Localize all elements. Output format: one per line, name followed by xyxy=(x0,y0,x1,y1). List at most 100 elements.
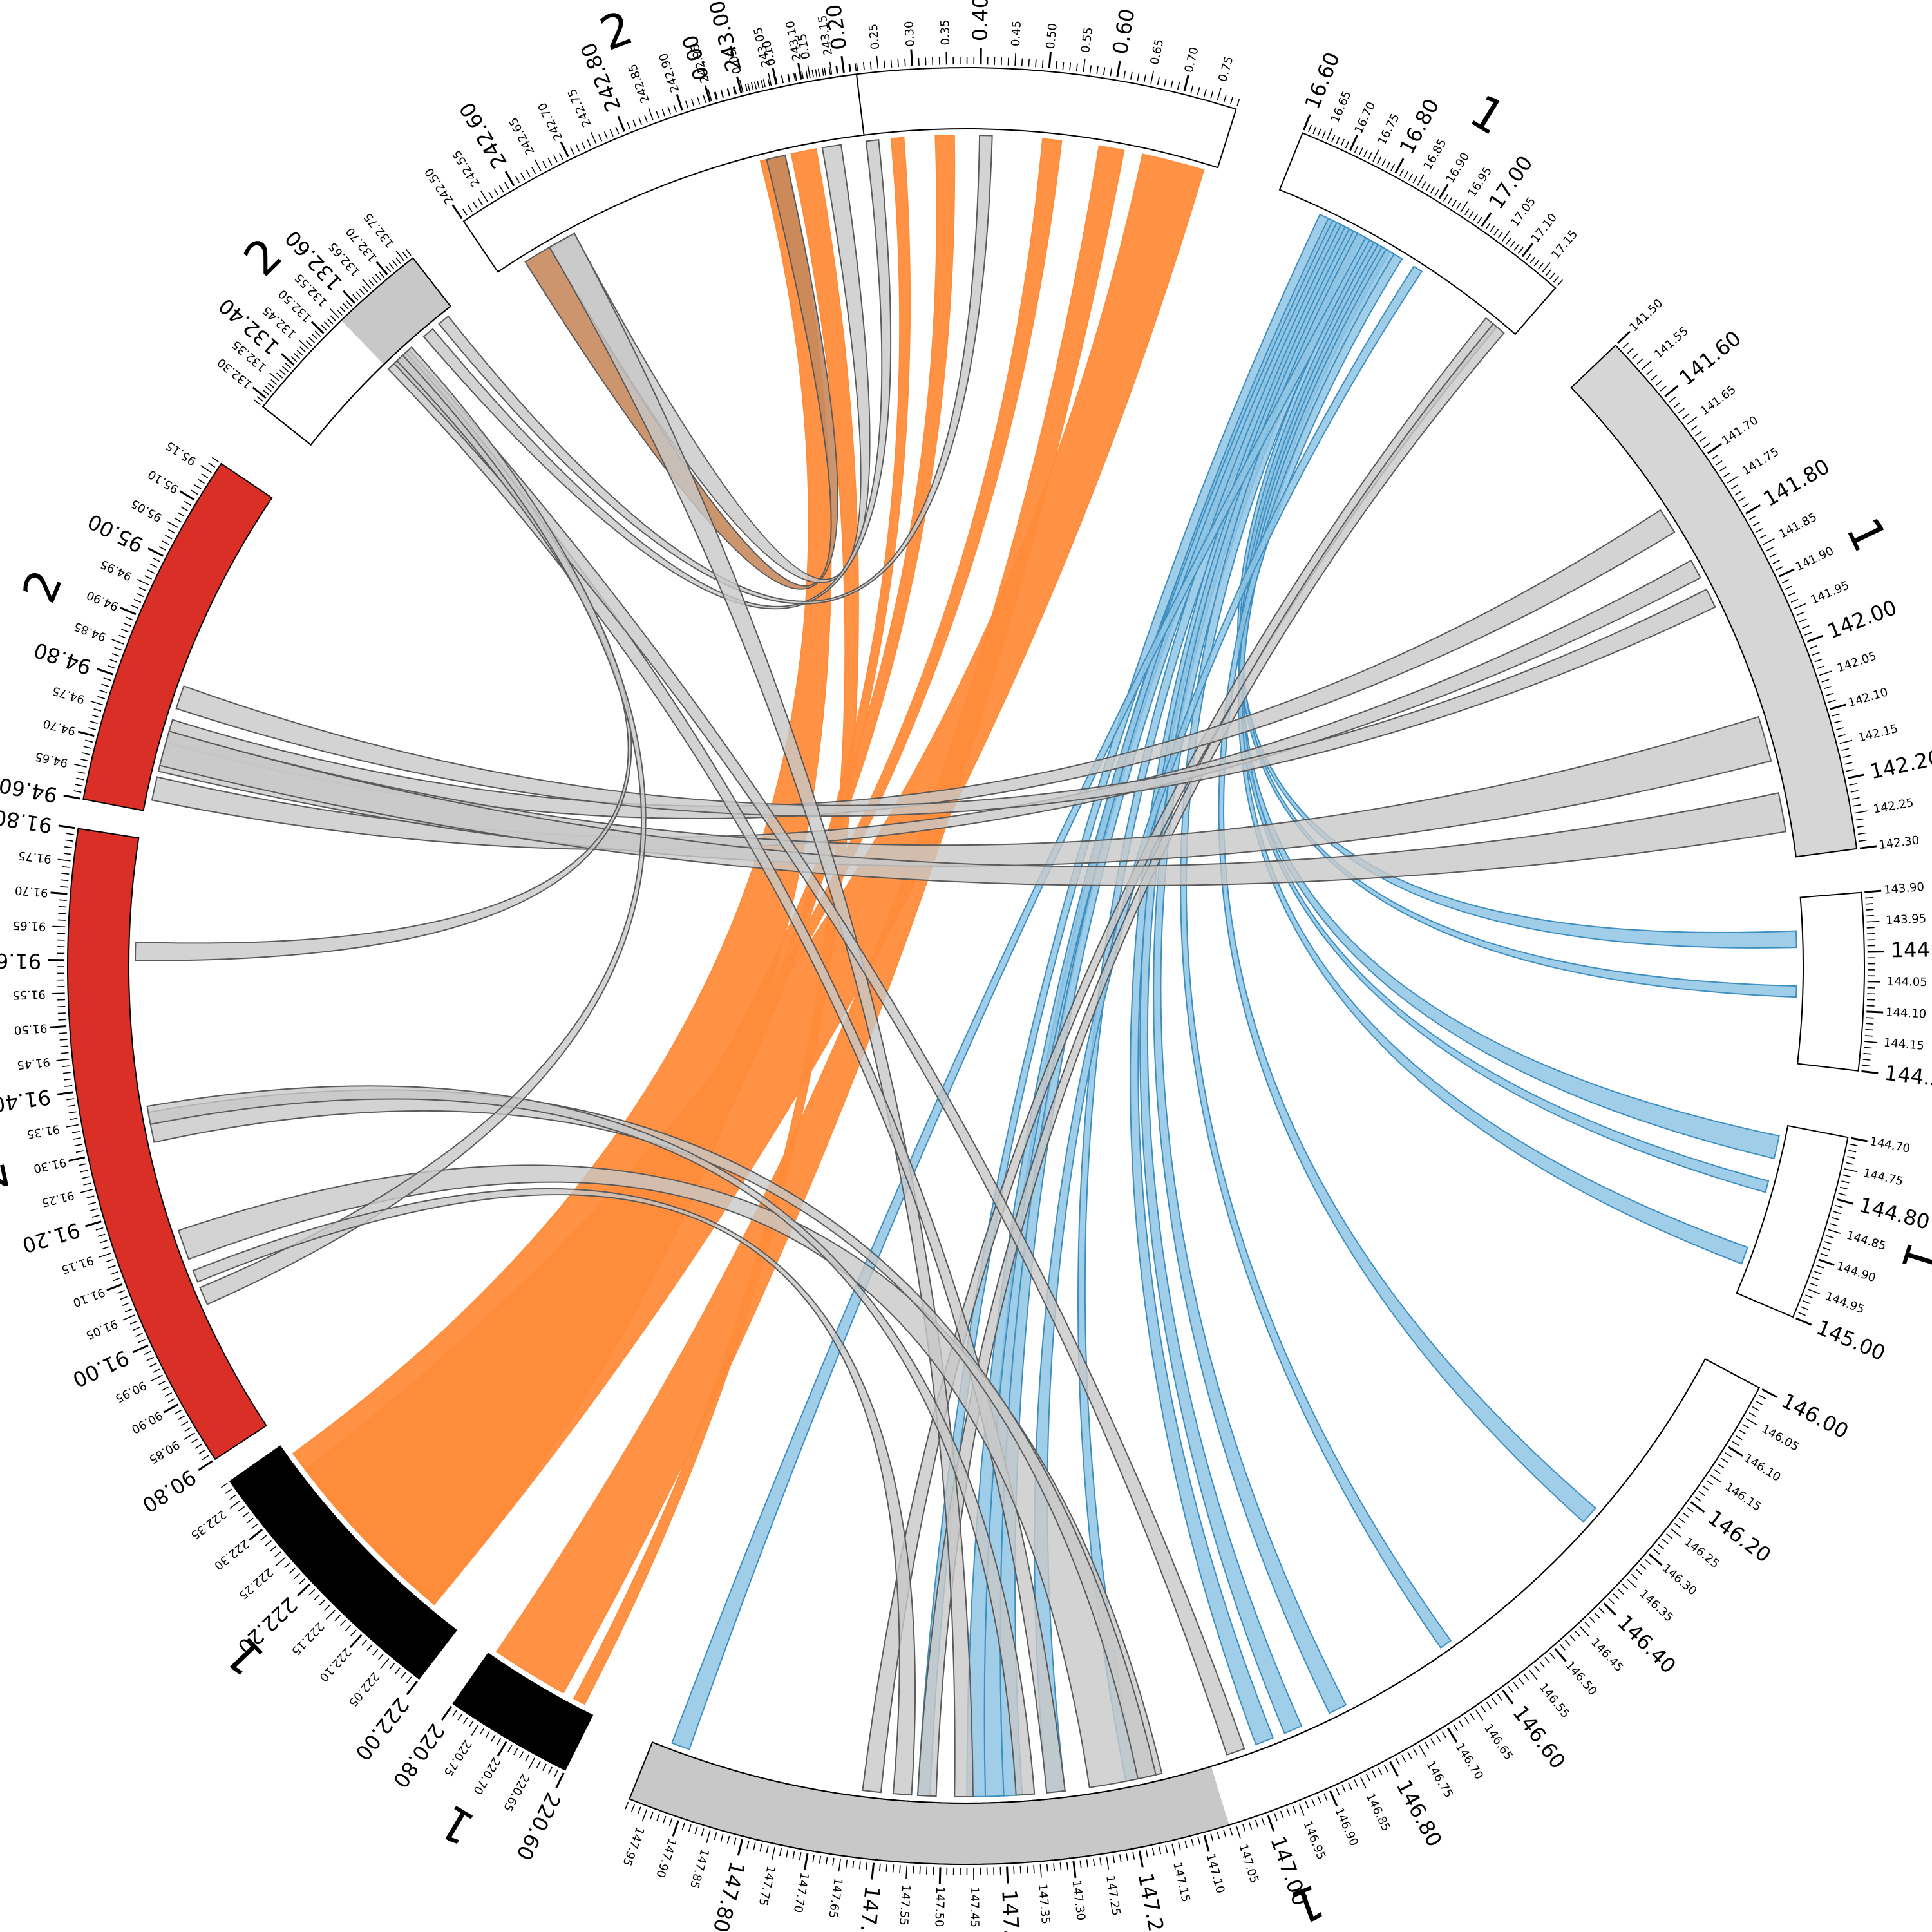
tick-mark xyxy=(1820,1253,1828,1257)
tick-mark xyxy=(1513,1681,1519,1689)
tick-mark xyxy=(1204,88,1207,97)
link-ribbon-grey xyxy=(151,559,1701,851)
tick-mark xyxy=(1354,1779,1358,1787)
tick-mark xyxy=(1151,1848,1155,1856)
tick-mark xyxy=(632,119,637,128)
tick-mark xyxy=(281,353,295,366)
tick-mark xyxy=(406,1676,412,1683)
link-ribbon-grey xyxy=(438,135,993,605)
tick-mark xyxy=(1866,1023,1874,1025)
tick-mark xyxy=(93,708,102,712)
tick-mark xyxy=(1781,579,1790,583)
tick-label-minor: 144.90 xyxy=(1835,1259,1877,1285)
tick-label-minor: 94.90 xyxy=(85,588,121,613)
tick-mark xyxy=(167,529,176,534)
tick-mark xyxy=(265,386,272,392)
tick-mark xyxy=(910,49,913,66)
tick-mark xyxy=(1523,1674,1530,1681)
tick-mark xyxy=(1853,804,1861,807)
tick-mark xyxy=(1549,272,1555,279)
tick-mark xyxy=(1412,176,1417,184)
tick-mark xyxy=(836,66,838,74)
tick-mark xyxy=(1464,1716,1470,1724)
tick-mark xyxy=(135,1332,143,1337)
tick-mark xyxy=(372,1649,379,1656)
tick-mark xyxy=(1806,634,1824,643)
tick-label-minor: 141.90 xyxy=(1794,544,1836,574)
tick-mark xyxy=(299,339,309,350)
tick-mark xyxy=(1372,1770,1377,1778)
tick-label-minor: 146.75 xyxy=(1423,1759,1455,1801)
tick-label-minor: 94.75 xyxy=(51,683,86,706)
tick-mark xyxy=(1533,260,1540,267)
tick-mark xyxy=(603,131,608,139)
tick-mark xyxy=(361,1639,368,1646)
tick-label-minor: 141.55 xyxy=(1652,325,1691,361)
tick-mark xyxy=(440,1705,453,1721)
tick-mark xyxy=(797,62,802,80)
tick-label-minor: 220.65 xyxy=(500,1772,532,1814)
tick-mark xyxy=(107,665,115,669)
tick-mark xyxy=(1821,679,1830,683)
tick-mark xyxy=(114,647,122,651)
tick-mark xyxy=(90,701,104,706)
tick-label-minor: 222.15 xyxy=(289,1620,327,1658)
link-ribbon-grey xyxy=(422,139,892,610)
tick-mark xyxy=(739,79,744,93)
link-ribbon-grey xyxy=(177,1164,1163,1788)
tick-mark xyxy=(515,176,520,184)
tick-mark xyxy=(167,1397,176,1403)
tick-mark xyxy=(1835,1205,1843,1208)
tick-label-minor: 90.95 xyxy=(113,1378,148,1405)
tick-mark xyxy=(1464,208,1470,216)
tick-mark xyxy=(281,366,289,372)
tick-mark xyxy=(138,1338,146,1343)
tick-mark xyxy=(1261,1817,1265,1826)
tick-mark xyxy=(179,490,195,501)
tick-mark xyxy=(1690,425,1698,431)
tick-label-minor: 242.90 xyxy=(657,52,683,94)
tick-label-minor: 146.05 xyxy=(1759,1422,1801,1454)
tick-mark xyxy=(1372,149,1379,162)
tick-mark xyxy=(1776,566,1783,571)
tick-mark xyxy=(1286,1808,1291,1816)
tick-label-minor: 91.65 xyxy=(12,918,46,933)
tick-mark xyxy=(1799,618,1807,623)
tick-mark xyxy=(289,1567,296,1574)
tick-label-minor: 91.10 xyxy=(71,1285,107,1309)
tick-mark xyxy=(504,171,515,187)
tick-mark xyxy=(1682,413,1689,419)
tick-mark xyxy=(269,1546,277,1552)
tick-mark xyxy=(150,564,158,568)
tick-mark xyxy=(737,1839,744,1856)
tick-mark xyxy=(1598,1607,1605,1614)
tick-mark xyxy=(1719,466,1727,472)
tick-mark xyxy=(1752,1406,1760,1412)
tick-mark xyxy=(1826,692,1834,696)
tick-mark xyxy=(1298,1803,1305,1816)
tick-mark xyxy=(319,1599,325,1606)
tick-mark xyxy=(1481,212,1492,227)
tick-label-minor: 147.30 xyxy=(1070,1879,1088,1921)
tick-mark xyxy=(1635,1569,1642,1575)
tick-mark xyxy=(673,104,677,113)
tick-mark xyxy=(402,252,408,259)
tick-mark xyxy=(50,1025,67,1028)
tick-mark xyxy=(1833,1211,1841,1215)
tick-mark xyxy=(122,1302,130,1307)
tick-mark xyxy=(1103,67,1106,75)
tick-mark xyxy=(1632,353,1639,359)
tick-mark xyxy=(163,1403,179,1414)
tick-mark xyxy=(294,1573,301,1580)
tick-mark xyxy=(1864,889,1882,893)
tick-mark xyxy=(1814,658,1823,663)
tick-mark xyxy=(64,846,73,849)
tick-mark xyxy=(111,652,120,657)
tick-mark xyxy=(1807,1288,1820,1294)
tick-mark xyxy=(886,1864,888,1872)
tick-mark xyxy=(1529,1669,1538,1681)
tick-mark xyxy=(111,639,124,645)
tick-mark xyxy=(1846,1162,1854,1165)
tick-mark xyxy=(52,925,66,928)
tick-mark xyxy=(1841,748,1850,751)
